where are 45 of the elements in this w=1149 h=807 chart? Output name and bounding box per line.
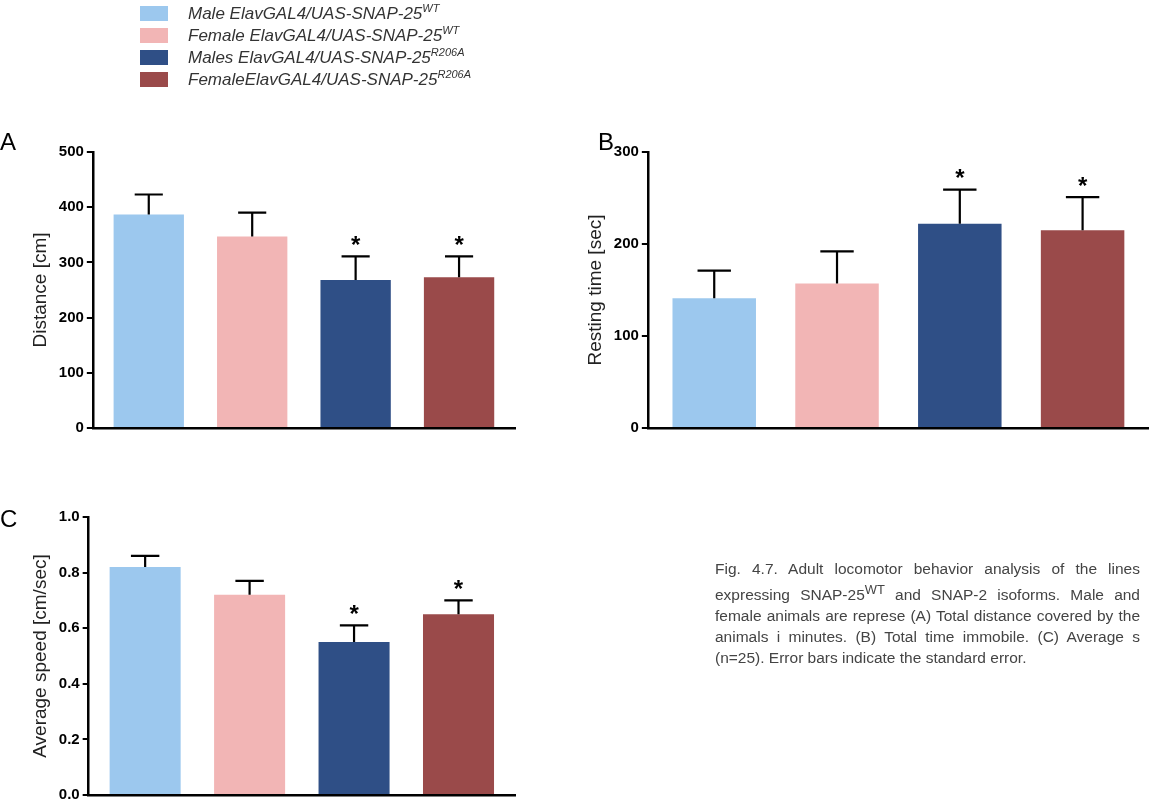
y-tick-label: 200 — [613, 234, 639, 252]
bar — [1040, 230, 1125, 427]
data-label: * — [349, 600, 360, 628]
bar — [214, 594, 286, 794]
y-axis-title: Distance [cm] — [28, 232, 50, 348]
legend-label: FemaleElavGAL4/UAS-SNAP-25$^{R206A}$ — [188, 68, 472, 90]
y-axis-title: Resting time [sec] — [583, 214, 605, 366]
y-tick-label: 0.2 — [58, 729, 80, 747]
y-tick-label: 0.6 — [58, 618, 80, 636]
y-tick-label: 0 — [630, 418, 639, 436]
bar — [217, 236, 288, 427]
y-tick-label: 0.0 — [58, 785, 80, 803]
y-tick-label: 300 — [58, 252, 84, 270]
data-label: * — [454, 230, 465, 258]
bar — [320, 280, 391, 427]
chart-title: B — [598, 128, 615, 155]
caption: Fig. 4.7. Adult locomotor behavior analysis of the lines expressing SNAP-25$^{WT}$ and SNAP-2 isoforms. Male and female animals are represe (A) Total distance covered by the animals i minutes. (B) Total time immobile. (C) Average s (n=25). Error bars indicate the standard error. — [715, 559, 1140, 669]
legend-label: Males ElavGAL4/UAS-SNAP-25$^{R206A}$ — [188, 46, 465, 68]
y-tick-label: 1.0 — [58, 507, 80, 525]
bar — [918, 223, 1002, 427]
data-label: * — [1077, 171, 1088, 199]
bar — [109, 567, 181, 794]
bar — [318, 642, 390, 794]
bar — [113, 214, 184, 427]
bar — [423, 277, 495, 427]
y-tick-label: 100 — [58, 362, 84, 380]
data-label: * — [955, 164, 966, 192]
y-axis-title: Average speed [cm/sec] — [28, 554, 50, 758]
y-tick-label: 500 — [58, 142, 84, 160]
legend-label: Male ElavGAL4/UAS-SNAP-25$^{WT}$ — [188, 2, 440, 24]
y-tick-label: 300 — [613, 142, 639, 160]
y-tick-label: 0.4 — [58, 673, 81, 691]
data-label: * — [453, 575, 464, 603]
y-tick-label: 400 — [58, 197, 84, 215]
legend-label: Female ElavGAL4/UAS-SNAP-25$^{WT}$ — [188, 24, 460, 46]
y-tick-label: 0.8 — [58, 562, 80, 580]
data-label: * — [350, 230, 361, 258]
bar — [672, 298, 756, 427]
y-tick-label: 0 — [75, 418, 84, 436]
bar — [422, 614, 495, 794]
y-tick-label: 100 — [613, 326, 639, 344]
y-tick-label: 200 — [58, 307, 84, 325]
chart-title: A — [0, 128, 17, 156]
bar — [795, 283, 879, 427]
chart-title: C — [0, 505, 18, 533]
